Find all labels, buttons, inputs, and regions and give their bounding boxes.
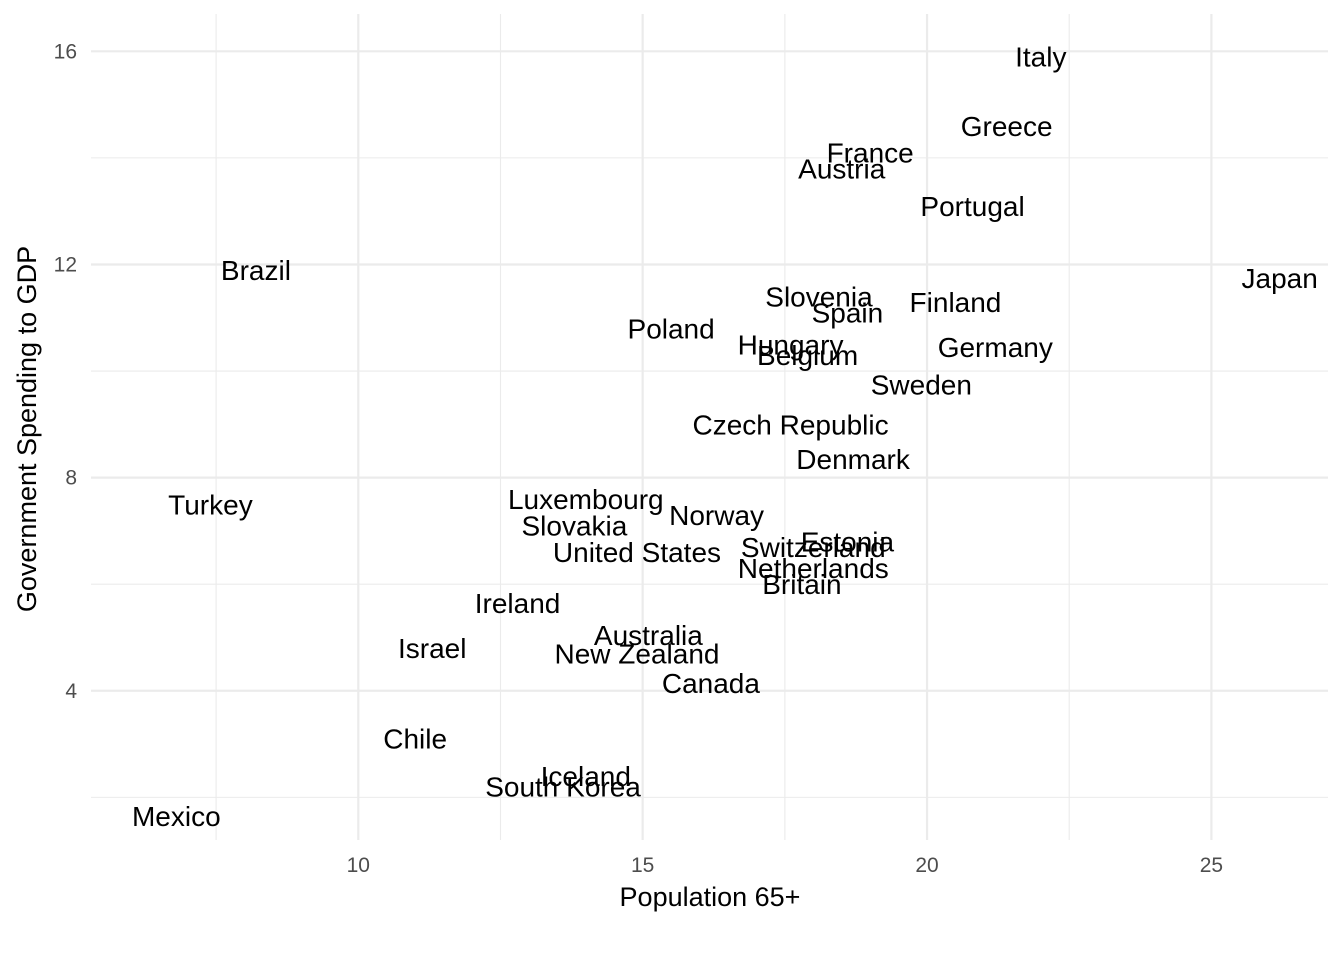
point-label: Denmark [796,444,911,475]
x-tick-label: 10 [347,854,370,877]
x-axis-title: Population 65+ [620,882,801,912]
minor-gridlines [91,14,1328,840]
point-label: Germany [938,332,1053,363]
point-label: Canada [662,668,761,699]
point-label: Israel [398,633,466,664]
point-label: Norway [669,500,764,531]
point-label: New Zealand [554,638,719,669]
point-label: Slovenia [765,281,873,312]
point-label: Luxembourg [508,484,664,515]
point-label: Poland [628,313,715,344]
x-tick-label: 20 [915,854,938,877]
point-label: Turkey [168,489,253,520]
point-label: Hungary [738,329,844,360]
point-label: Greece [961,111,1053,142]
point-label: Slovakia [522,511,628,542]
x-axis-ticks: 10 15 20 25 [347,854,1223,877]
y-axis-ticks: 4 8 12 16 [54,40,78,702]
point-label: Mexico [132,801,221,832]
point-label: United States [553,537,721,568]
point-label: Brazil [221,255,291,286]
point-label: Portugal [920,191,1024,222]
point-label: Italy [1015,42,1066,73]
point-label: Iceland [541,761,631,792]
x-tick-label: 15 [631,854,654,877]
y-tick-label: 4 [65,680,77,703]
point-label: Finland [910,287,1002,318]
point-label: Britain [762,569,841,600]
point-label: Netherlands [738,553,889,584]
y-axis-title: Government Spending to GDP [12,246,42,612]
y-tick-label: 16 [54,40,77,63]
y-tick-label: 8 [65,467,77,490]
point-label: Australia [594,620,703,651]
point-label: Chile [383,724,447,755]
major-gridlines [91,14,1328,840]
point-label: Switzerland [741,532,886,563]
x-tick-label: 25 [1200,854,1223,877]
point-label: South Korea [485,772,641,803]
point-label: Czech Republic [692,409,888,440]
point-label: Ireland [475,588,561,619]
point-label: Spain [812,297,884,328]
y-tick-label: 12 [54,253,77,276]
point-label: Japan [1242,263,1318,294]
point-label: Belgium [757,340,858,371]
point-label: Estonia [801,527,895,558]
point-label: France [827,138,914,169]
point-label: Austria [798,154,886,185]
point-label: Sweden [871,369,972,400]
